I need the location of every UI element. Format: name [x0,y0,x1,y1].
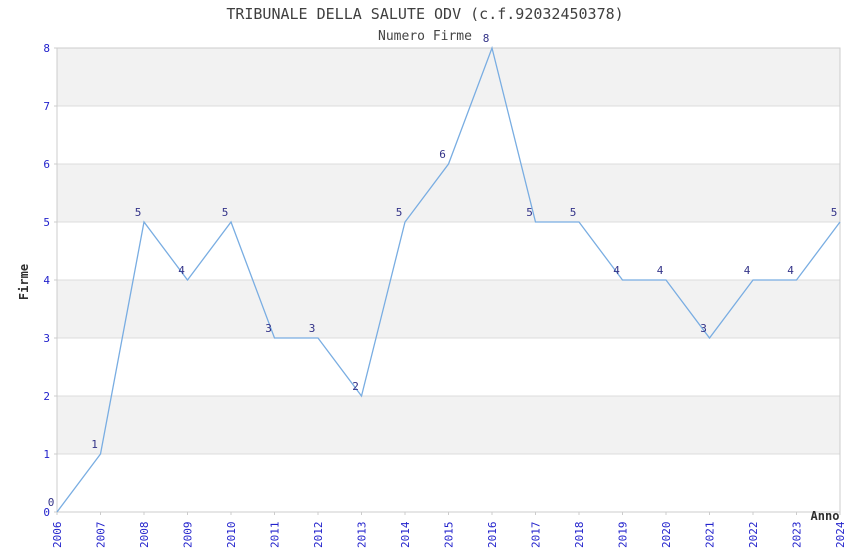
x-tick-label: 2017 [530,522,543,549]
data-point-label: 4 [657,264,664,277]
data-point-label: 4 [787,264,794,277]
grid-band [57,164,840,222]
x-tick-label: 2022 [747,522,760,549]
data-point-label: 5 [570,206,577,219]
x-tick-label: 2014 [399,521,412,548]
x-tick-label: 2023 [791,522,804,549]
grid-band [57,396,840,454]
x-tick-label: 2012 [312,522,325,549]
grid-band [57,48,840,106]
data-point-label: 1 [91,438,98,451]
x-tick-label: 2010 [225,522,238,549]
x-tick-label: 2019 [617,522,630,549]
data-point-label: 3 [309,322,316,335]
x-tick-label: 2008 [138,522,151,549]
x-tick-label: 2013 [356,522,369,549]
data-point-label: 4 [744,264,751,277]
y-tick-label: 2 [43,390,50,403]
y-tick-label: 4 [43,274,50,287]
chart-title: TRIBUNALE DELLA SALUTE ODV (c.f.92032450… [226,5,623,23]
data-point-label: 5 [526,206,533,219]
data-point-label: 5 [222,206,229,219]
x-tick-label: 2011 [269,522,282,549]
data-point-label: 0 [48,496,55,509]
x-tick-label: 2007 [95,522,108,549]
x-tick-label: 2016 [486,522,499,549]
y-tick-label: 6 [43,158,50,171]
grid-band [57,280,840,338]
y-tick-label: 1 [43,448,50,461]
data-point-label: 2 [352,380,359,393]
data-point-label: 6 [439,148,446,161]
x-tick-label: 2009 [182,522,195,549]
data-point-label: 5 [396,206,403,219]
data-point-label: 5 [831,206,838,219]
x-axis-title: Anno [811,509,840,523]
chart-subtitle: Numero Firme [378,29,472,44]
y-tick-label: 5 [43,216,50,229]
data-point-label: 5 [135,206,142,219]
x-tick-label: 2020 [660,522,673,549]
x-tick-label: 2024 [834,521,847,548]
data-point-label: 8 [483,32,490,45]
y-axis-title: Firme [17,264,31,300]
x-tick-label: 2015 [443,522,456,549]
data-point-label: 3 [700,322,707,335]
data-point-label: 4 [613,264,620,277]
data-point-label: 3 [265,322,272,335]
x-tick-label: 2021 [704,522,717,549]
y-tick-label: 7 [43,100,50,113]
y-tick-label: 0 [43,506,50,519]
y-tick-label: 3 [43,332,50,345]
x-tick-label: 2018 [573,522,586,549]
x-tick-label: 2006 [51,522,64,549]
y-tick-label: 8 [43,42,50,55]
data-point-label: 4 [178,264,185,277]
series-line [56,45,841,513]
